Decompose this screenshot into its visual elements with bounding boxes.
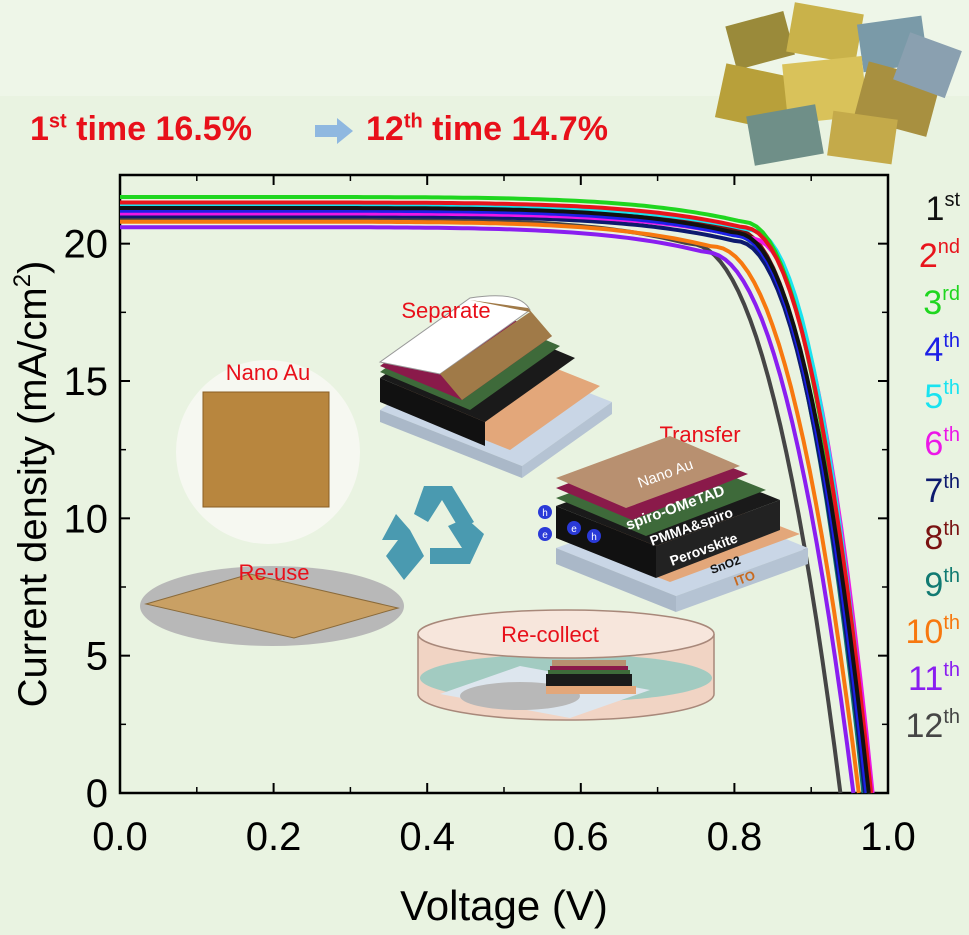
- legend-item-12th: 12th: [905, 706, 960, 745]
- x-ticks: 0.0 0.2 0.4 0.6 0.8 1.0: [92, 175, 916, 859]
- legend-item-6th: 6th: [924, 424, 960, 463]
- legend-item-4th: 4th: [924, 330, 960, 369]
- x-tick-label: 0.4: [399, 815, 455, 859]
- legend-item-3rd: 3rd: [923, 283, 960, 322]
- nano-au-inset: Nano Au: [176, 360, 360, 544]
- carrier-e-left: e: [542, 530, 548, 541]
- series-line-1st: [120, 206, 871, 794]
- re-collect-label: Re-collect: [501, 622, 599, 647]
- legend-item-11th: 11th: [908, 659, 960, 698]
- arrow-right-icon: [315, 118, 353, 144]
- series-line-10th: [120, 219, 861, 794]
- re-collect-inset: Re-collect: [417, 609, 715, 721]
- series-line-12th: [120, 216, 843, 794]
- series-line-3rd: [120, 195, 871, 794]
- legend-item-1st: 1st: [926, 189, 961, 228]
- legend-item-7th: 7th: [924, 471, 960, 510]
- y-tick-label: 10: [64, 497, 109, 541]
- y-tick-label: 5: [86, 635, 108, 679]
- recycle-icon: [382, 486, 484, 580]
- carrier-h-left: h: [542, 508, 548, 519]
- nano-au-sample: [203, 392, 329, 507]
- separate-label: Separate: [401, 298, 490, 323]
- headline-second: 12th time 14.7%: [366, 110, 608, 148]
- headline-first: 1st time 16.5%: [30, 110, 252, 148]
- x-axis-label: Voltage (V): [400, 882, 608, 929]
- carrier-e-mid: e: [571, 524, 577, 535]
- transfer-inset: Transfer Nano Au spiro-OMeTAD PMMA&spiro…: [538, 422, 808, 612]
- legend-item-9th: 9th: [924, 565, 960, 604]
- y-tick-label: 20: [64, 223, 109, 267]
- layer-ito: ITO: [732, 567, 757, 588]
- solar-cells-photo: [714, 2, 962, 166]
- y-tick-label: 0: [86, 772, 108, 816]
- y-ticks: 0 5 10 15 20: [64, 223, 888, 816]
- x-tick-label: 0.8: [707, 815, 763, 859]
- series-line-4th: [120, 208, 869, 794]
- x-tick-label: 0.2: [246, 815, 302, 859]
- legend-item-10th: 10th: [905, 612, 960, 651]
- series-line-11th: [120, 225, 856, 794]
- re-use-label: Re-use: [239, 560, 310, 585]
- carrier-h-mid: h: [591, 532, 597, 543]
- legend-item-2nd: 2nd: [919, 236, 960, 275]
- re-use-inset: Re-use: [140, 560, 404, 646]
- nano-au-label: Nano Au: [226, 360, 310, 385]
- x-tick-label: 0.0: [92, 815, 148, 859]
- x-tick-label: 0.6: [553, 815, 609, 859]
- y-axis-label: Current density (mA/cm2): [9, 261, 55, 708]
- y-tick-label: 15: [64, 360, 109, 404]
- legend-item-5th: 5th: [924, 377, 960, 416]
- series-group: [120, 195, 875, 794]
- series-line-2nd: [120, 200, 874, 794]
- legend: 1st 2nd 3rd 4th 5th 6th 7th 8th 9th 10th 11th 12th: [905, 189, 960, 745]
- series-line-7th: [120, 214, 867, 794]
- x-tick-label: 1.0: [860, 815, 916, 859]
- legend-item-8th: 8th: [924, 518, 960, 557]
- separate-inset: Separate: [378, 295, 612, 478]
